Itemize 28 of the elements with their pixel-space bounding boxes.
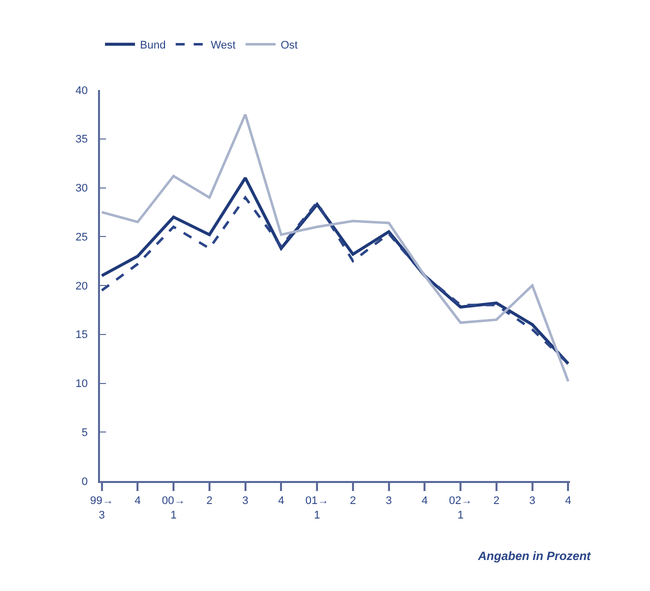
text: Angaben in Prozent bbox=[477, 549, 592, 563]
line-series bbox=[100, 113, 570, 383]
x-tick-label: 3 bbox=[242, 495, 248, 508]
y-tick-label: 0 bbox=[82, 476, 88, 488]
y-tick-label: 20 bbox=[76, 280, 88, 292]
x-tick-label: 00→ 1 bbox=[162, 495, 186, 522]
x-tick-label: 02→ 1 bbox=[448, 495, 472, 522]
x-tick-label: 2 bbox=[206, 495, 212, 508]
x-tick-label: 4 bbox=[134, 495, 141, 508]
y-tick-label: 25 bbox=[76, 231, 88, 244]
legend-label: Ost bbox=[280, 40, 298, 52]
legend-label: West bbox=[210, 40, 236, 52]
x-tick-label: 4 bbox=[278, 495, 284, 508]
x-tick-label: 3 bbox=[386, 495, 392, 508]
y-tick-label: 35 bbox=[76, 134, 88, 146]
x-tick-label: 4 bbox=[565, 495, 572, 508]
x-tick-label: 3 bbox=[529, 495, 536, 508]
y-tick-label: 30 bbox=[76, 182, 88, 195]
x-tick-label: 4 bbox=[422, 495, 428, 508]
y-tick-label: 10 bbox=[76, 378, 88, 390]
x-tick-label: 2 bbox=[350, 495, 356, 508]
y-tick-label: 40 bbox=[76, 84, 88, 97]
legend-label: Bund bbox=[140, 40, 166, 52]
x-tick-label: 01→ 1 bbox=[305, 495, 329, 522]
y-tick-label: 15 bbox=[76, 329, 88, 342]
x-tick-label: 2 bbox=[493, 495, 500, 508]
y-tick-label: 5 bbox=[82, 426, 88, 439]
x-tick-label: 99→ 3 bbox=[90, 495, 114, 522]
